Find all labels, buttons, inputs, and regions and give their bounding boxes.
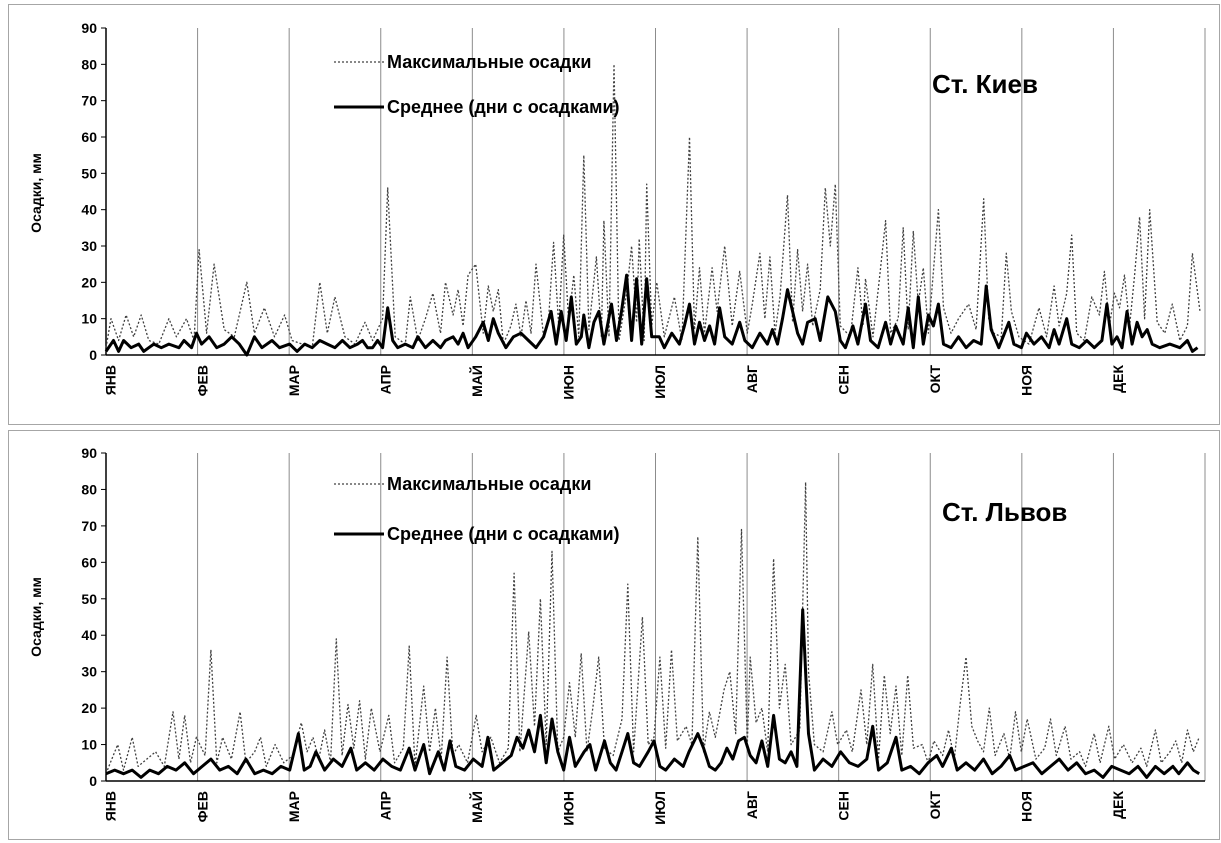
y-axis-label: Осадки, мм [28, 153, 44, 233]
y-tick-label: 40 [81, 202, 97, 218]
x-tick-label: ФЕВ [194, 365, 210, 396]
x-tick-label: ЯНВ [103, 365, 119, 395]
legend-label: Максимальные осадки [387, 474, 591, 494]
x-tick-label: ДЕК [1110, 365, 1126, 393]
y-tick-label: 90 [81, 445, 97, 461]
y-tick-label: 0 [89, 773, 97, 789]
legend-label: Среднее (дни с осадками) [387, 524, 620, 544]
x-tick-label: ИЮН [561, 791, 577, 826]
y-tick-label: 80 [81, 481, 97, 497]
x-tick-label: ИЮЛ [652, 791, 668, 825]
x-tick-label: ИЮЛ [652, 365, 668, 399]
x-tick-label: НОЯ [1019, 365, 1035, 396]
series-line-max [105, 63, 1201, 349]
y-tick-label: 20 [81, 700, 97, 716]
y-tick-label: 50 [81, 591, 97, 607]
x-tick-label: СЕН [835, 365, 851, 395]
chart-kiev: ЯНВ ФЕВ МАР АПР МАЙ ИЮН ИЮЛ АВГ СЕН ОКТ НОЯ ДЕК 0 10 2… [28, 20, 1206, 400]
y-tick-label: 10 [81, 311, 97, 327]
chart-title: Ст. Киев [932, 69, 1038, 99]
legend-label: Максимальные осадки [387, 52, 591, 72]
series-line-mean [104, 273, 1199, 357]
x-tick-label: ОКТ [927, 365, 943, 394]
series-line-max [105, 481, 1200, 774]
x-tick-label: МАЙ [468, 365, 485, 397]
x-tick-label: МАР [286, 365, 302, 396]
x-tick-label: ОКТ [927, 791, 943, 820]
y-tick-label: 50 [81, 165, 97, 181]
x-tick-label: МАЙ [468, 791, 485, 823]
chart-panel-kiev: ЯНВ ФЕВ МАР АПР МАЙ ИЮН ИЮЛ АВГ СЕН ОКТ НОЯ ДЕК 0 10 2… [8, 4, 1220, 425]
chart-title: Ст. Львов [942, 497, 1067, 527]
chart-lviv: ЯНВ ФЕВ МАР АПР МАЙ ИЮН ИЮЛ АВГ СЕН ОКТ НОЯ ДЕК 0 10 2… [28, 445, 1206, 826]
y-tick-label: 0 [89, 347, 97, 363]
y-tick-label: 80 [81, 56, 97, 72]
x-tick-label: ФЕВ [194, 791, 210, 822]
x-tick-label: ИЮН [561, 365, 577, 400]
x-tick-label: ДЕК [1110, 791, 1126, 819]
x-tick-label: АВГ [744, 365, 760, 393]
x-tick-label: АПР [377, 365, 393, 394]
y-tick-label: 60 [81, 554, 97, 570]
y-tick-label: 10 [81, 737, 97, 753]
x-tick-label: ЯНВ [103, 791, 119, 821]
x-tick-label: АПР [377, 791, 393, 820]
x-tick-label: СЕН [835, 791, 851, 821]
x-tick-label: АВГ [744, 791, 760, 819]
y-tick-label: 70 [81, 518, 97, 534]
y-tick-label: 30 [81, 238, 97, 254]
y-tick-label: 70 [81, 93, 97, 109]
x-tick-label: МАР [286, 791, 302, 822]
y-tick-label: 30 [81, 664, 97, 680]
y-tick-label: 20 [81, 274, 97, 290]
series-line-mean [105, 608, 1200, 779]
chart-panel-lviv: ЯНВ ФЕВ МАР АПР МАЙ ИЮН ИЮЛ АВГ СЕН ОКТ НОЯ ДЕК 0 10 2… [8, 430, 1220, 840]
y-tick-label: 90 [81, 20, 97, 36]
y-tick-label: 60 [81, 129, 97, 145]
y-tick-label: 40 [81, 627, 97, 643]
x-tick-label: НОЯ [1019, 791, 1035, 822]
legend-label: Среднее (дни с осадками) [387, 97, 620, 117]
y-axis-label: Осадки, мм [28, 577, 44, 657]
